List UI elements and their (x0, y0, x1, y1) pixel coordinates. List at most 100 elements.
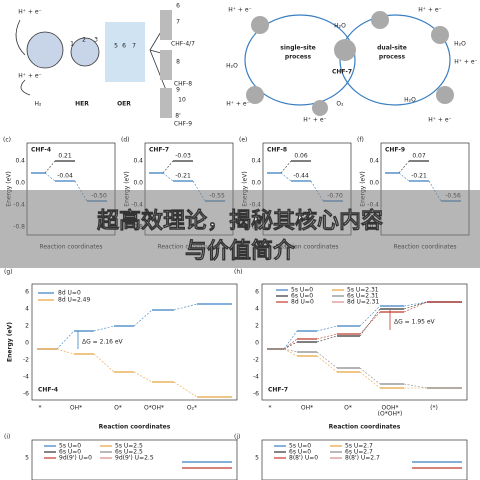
level-label: -0.44 (293, 173, 309, 180)
label: H⁺ + e⁻ (303, 117, 326, 124)
x-axis-label: Reaction coordinates (329, 424, 401, 431)
label: 8 (176, 59, 180, 66)
label: H₂O (334, 23, 346, 30)
label: H⁺ + e⁻ (228, 7, 251, 14)
plot-frame (31, 439, 238, 480)
level-label: -0.04 (57, 173, 73, 180)
line (316, 325, 338, 332)
line (56, 330, 75, 350)
level-label: 0.21 (58, 153, 72, 160)
panel-name: CHF-7 (268, 387, 288, 394)
label: 7 (132, 43, 136, 50)
y-axis-label: Energy (eV) (124, 171, 131, 206)
overlay-band (0, 190, 480, 268)
legend-label: 8d U=2.49 (58, 297, 90, 304)
panel-name: CHF-8 (267, 147, 287, 154)
label: CHF-4/7 (171, 41, 195, 48)
label: OER (117, 101, 131, 108)
y-tick-label: 0.4 (15, 158, 25, 165)
label: 1 (70, 41, 74, 48)
label: H₂O (226, 63, 238, 70)
plot-frame (31, 283, 238, 401)
line (316, 351, 338, 369)
line (93, 325, 115, 332)
label: 6 (122, 43, 126, 50)
legend-label: 6s U=0 (289, 449, 311, 456)
label: 5 (114, 43, 118, 50)
y-tick-label: -4 (253, 374, 259, 381)
plot-frame (261, 439, 468, 480)
y-tick-label: 0.0 (15, 180, 25, 187)
line (162, 160, 174, 174)
legend-label: 6s U=2.5 (115, 449, 143, 456)
label: process (379, 54, 406, 61)
line (133, 371, 153, 383)
y-axis-label: Energy (eV) (360, 171, 367, 206)
y-axis-label: Energy (eV) (242, 171, 249, 206)
x-tick-label: (*) (430, 405, 438, 412)
overlay-text: 超高效理论，揭秘其核心内容 (97, 208, 383, 234)
label: H₂O (404, 97, 416, 104)
panel-letter: (d) (121, 137, 130, 144)
x-tick-label: O₂* (187, 405, 197, 412)
line (162, 172, 174, 182)
label: H⁺ + e⁻ (428, 117, 451, 124)
label: H⁺ + e⁻ (18, 9, 41, 16)
y-tick-label: 5 (255, 455, 259, 462)
legend-label: 6s U=0 (291, 293, 313, 300)
y-tick-label: -2 (253, 357, 259, 364)
label: 9 (176, 87, 180, 94)
legend-label: 5s U=2.7 (345, 443, 373, 450)
label: 10 (178, 97, 186, 104)
line (133, 309, 153, 327)
y-tick-label: 0.0 (251, 180, 261, 187)
line (359, 367, 381, 385)
legend-label: 8d U=0 (291, 299, 314, 306)
panel-letter: (j) (234, 434, 240, 441)
y-tick-label: 0.0 (369, 180, 379, 187)
line (398, 172, 410, 182)
legend-label: 8(8') U=2.7 (345, 455, 380, 462)
line (398, 160, 410, 174)
legend-label: 5s U=0 (59, 443, 81, 450)
label: dual-site (377, 45, 407, 52)
x-tick-label: O*OH* (144, 405, 164, 412)
panel-name: CHF-7 (149, 147, 169, 154)
overlay-text: 与价值简介 (185, 238, 296, 264)
x-tick-label: OH* (70, 405, 82, 412)
y-tick-label: -4 (23, 374, 29, 381)
label: O₂ (336, 101, 344, 108)
panel-letter: (f) (357, 137, 364, 144)
label: H₂O (454, 41, 466, 48)
y-tick-label: 5 (25, 455, 29, 462)
y-tick-label: 6 (25, 289, 29, 296)
label: H⁺ + e⁻ (226, 101, 249, 108)
line (403, 301, 428, 310)
line (316, 355, 338, 373)
x-tick-label: OH* (301, 405, 313, 412)
label: HER (75, 101, 89, 108)
line (44, 172, 56, 182)
x-axis-label: Reaction coordinates (99, 424, 171, 431)
legend-label: 8d U=2.31 (347, 299, 379, 306)
line (359, 305, 381, 327)
panel-name: CHF-9 (385, 147, 405, 154)
y-tick-label: 2 (255, 323, 259, 330)
line (173, 381, 198, 398)
legend-label: 5s U=0 (289, 443, 311, 450)
y-tick-label: 0.0 (133, 180, 143, 187)
plot-frame (261, 283, 468, 401)
y-tick-label: 0 (255, 340, 259, 347)
label: 7 (176, 19, 180, 26)
line (280, 160, 292, 174)
panel-b-art (244, 11, 454, 116)
line (403, 383, 428, 389)
panel-letter: (c) (3, 137, 11, 144)
label: 8' (175, 113, 181, 120)
legend-label: 9d(9') U=0 (59, 455, 92, 462)
line (280, 172, 292, 182)
legend-label: 8(8') U=0 (289, 455, 318, 462)
label: CHF-9 (174, 121, 192, 128)
line (403, 301, 428, 307)
legend-label: 5s U=2.31 (347, 287, 379, 294)
